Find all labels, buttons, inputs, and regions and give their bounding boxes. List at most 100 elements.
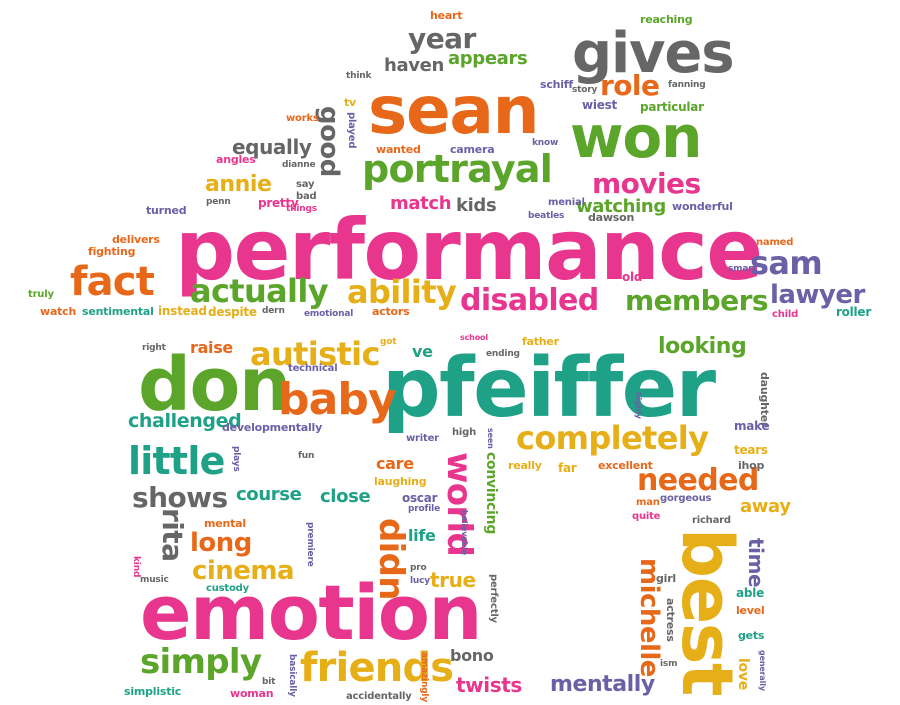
word: watch (40, 305, 77, 318)
word: writer (406, 433, 439, 444)
word: amazingly (419, 652, 429, 703)
word: care (376, 454, 414, 473)
word: fun (298, 451, 315, 461)
word: quite (632, 511, 661, 522)
word: say (296, 179, 315, 190)
word: schiff (540, 78, 573, 91)
word: portrayal (362, 147, 553, 191)
word: girl (656, 572, 676, 585)
word: role (600, 69, 660, 102)
word: got (380, 337, 397, 347)
word: fact (70, 259, 155, 305)
word: lawyer (770, 280, 865, 310)
word: fanning (668, 80, 706, 90)
word: watching (576, 196, 666, 217)
word: level (736, 604, 765, 617)
word: actually (190, 272, 329, 310)
word: beatles (528, 211, 565, 221)
word: match (390, 193, 452, 214)
word: simplistic (124, 685, 182, 698)
word: performance (175, 201, 763, 299)
word: angles (216, 153, 256, 166)
word: man (636, 497, 660, 508)
word: technical (288, 363, 338, 374)
word: gorgeous (660, 493, 712, 504)
word: mental (204, 517, 246, 530)
word: school (460, 333, 488, 342)
word: emotional (304, 309, 354, 319)
word: challenged (128, 410, 242, 432)
word: generally (758, 650, 767, 691)
word: seen (486, 428, 495, 449)
word: wiest (582, 98, 618, 112)
word: sean (368, 72, 540, 149)
word: think (346, 71, 372, 81)
word: excellent (598, 459, 653, 472)
word: works (286, 113, 319, 124)
word: fighting (88, 245, 136, 258)
word: smart (728, 264, 757, 274)
word: custody (206, 583, 249, 594)
word: time (744, 538, 768, 588)
word: sentimental (82, 305, 154, 318)
word: simply (140, 642, 262, 682)
word: child (772, 309, 799, 320)
word: completely (516, 419, 709, 457)
word: wanted (376, 143, 421, 156)
word: good (314, 106, 344, 177)
word: father (522, 335, 559, 348)
word: pro (410, 563, 427, 573)
word: ve (412, 342, 433, 361)
word: camera (450, 143, 495, 156)
word: shows (132, 481, 228, 514)
word: rita (156, 508, 189, 562)
word: gets (738, 629, 765, 642)
word: highly (634, 392, 643, 419)
word: story (572, 85, 598, 95)
word: true (430, 568, 476, 592)
word: looking (658, 334, 747, 359)
word: equally (232, 135, 312, 159)
word: course (236, 484, 302, 505)
word: dern (262, 306, 285, 316)
word: far (558, 461, 577, 475)
word: accidentally (346, 691, 412, 702)
word: make (734, 419, 770, 433)
word: roller (836, 305, 872, 319)
word: delivers (112, 233, 160, 246)
word: close (320, 486, 371, 507)
word: profile (408, 504, 440, 514)
word: movies (592, 167, 701, 200)
word: haven (384, 55, 444, 76)
word: old (622, 270, 643, 284)
word: developmentally (222, 421, 323, 434)
word: friends (300, 645, 454, 691)
word: richard (692, 515, 731, 526)
word: dawson (588, 211, 635, 224)
word: ending (486, 349, 520, 359)
word: know (532, 138, 559, 148)
word: gives (572, 21, 735, 86)
word: tears (734, 443, 768, 457)
word: reaching (640, 13, 693, 26)
word: music (140, 575, 169, 585)
word: members (625, 284, 768, 317)
word: don (138, 342, 292, 428)
word: world (439, 452, 479, 557)
word: heart (430, 9, 463, 22)
word: baby (278, 374, 397, 425)
word: laughing (374, 475, 427, 488)
word: pfeiffer (382, 341, 716, 436)
word: perfectly (488, 574, 499, 623)
word: life (408, 526, 436, 545)
word: played (346, 112, 357, 149)
word: raise (190, 338, 233, 357)
word: convincing (483, 452, 499, 535)
word: cinema (192, 556, 295, 586)
word: tv (344, 96, 356, 109)
word: menial (548, 197, 585, 208)
word: despite (208, 305, 257, 319)
word: woman (230, 687, 274, 700)
word: disabled (460, 283, 599, 318)
